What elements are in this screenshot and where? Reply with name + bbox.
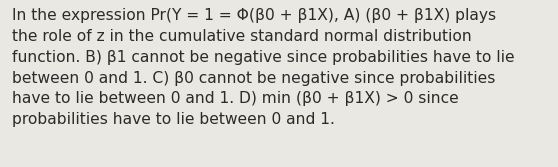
Text: In the expression Pr(Y = 1 = Φ(β0 + β1X), A) (β0 + β1X) plays
the role of z in t: In the expression Pr(Y = 1 = Φ(β0 + β1X)… xyxy=(12,8,515,127)
